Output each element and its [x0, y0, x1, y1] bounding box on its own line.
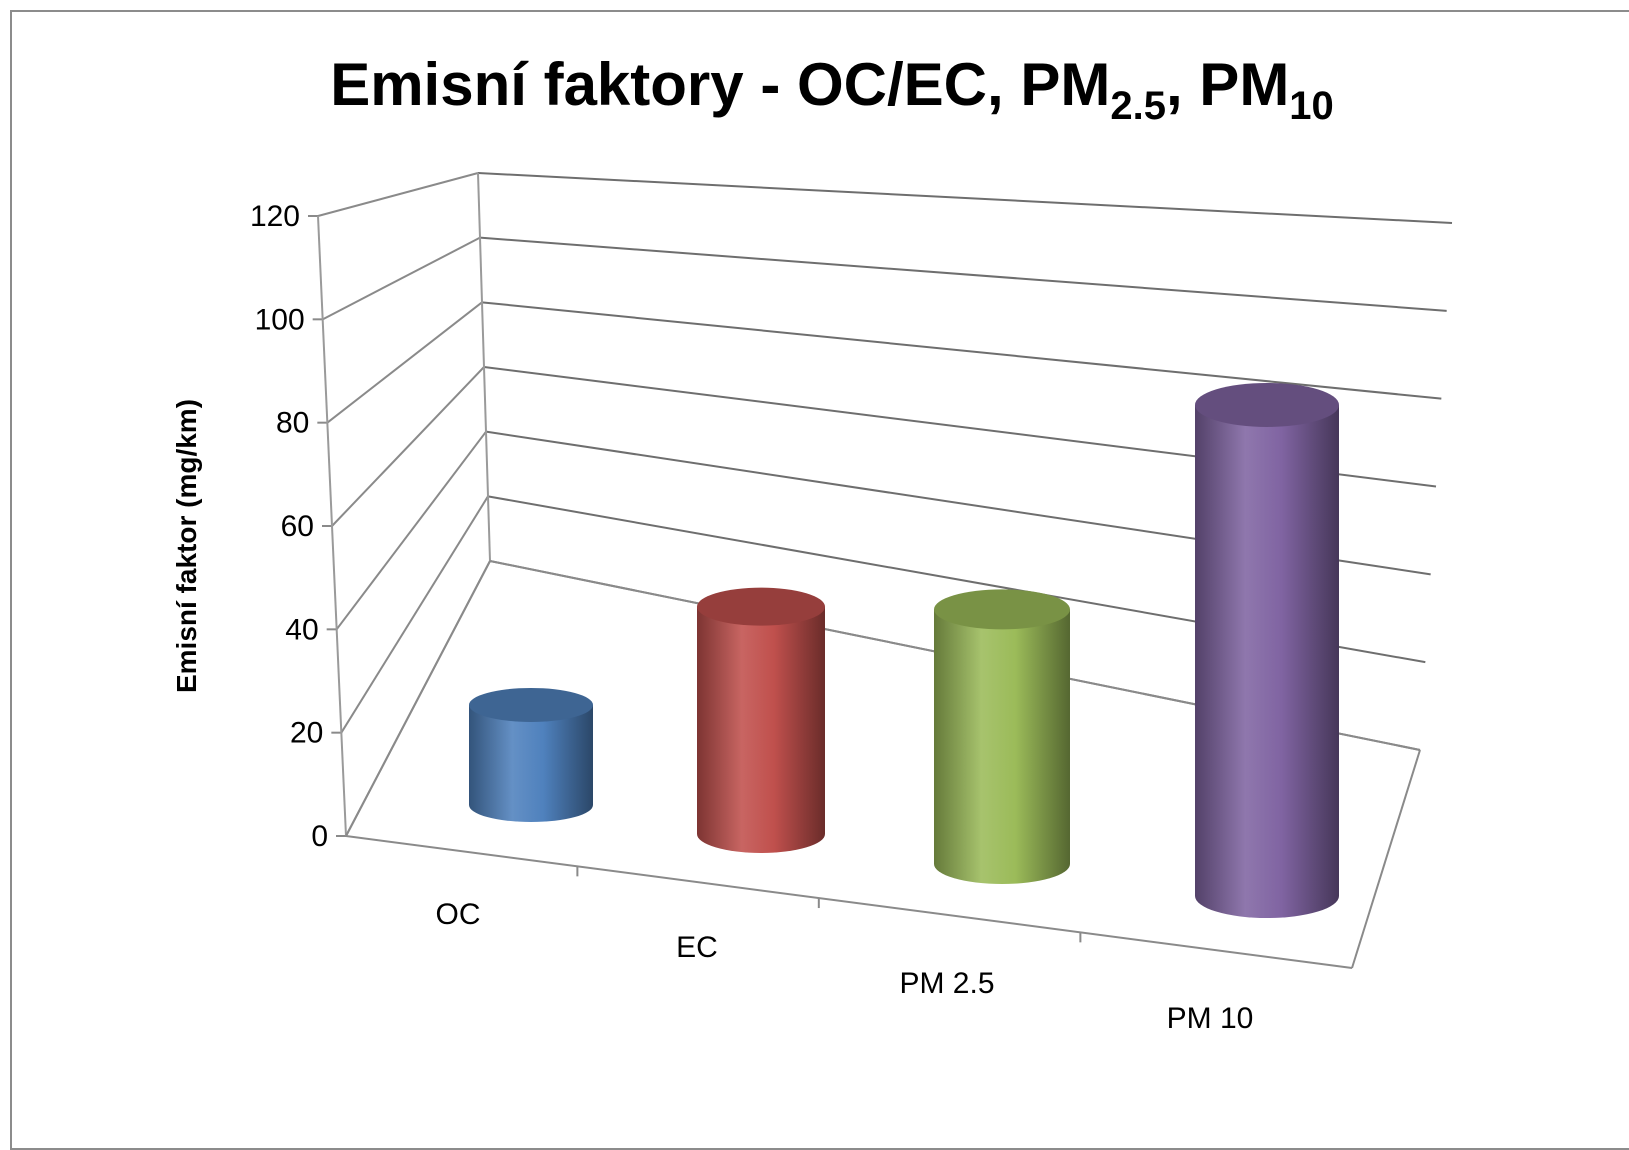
gridline-side	[340, 495, 489, 734]
gridline-back	[479, 236, 1447, 312]
chart-frame	[10, 10, 1629, 1150]
gridline-side	[326, 301, 483, 424]
y-tick-label: 100	[255, 303, 305, 336]
y-tick-label: 120	[250, 200, 300, 233]
gridline-side	[335, 431, 487, 630]
bar-body	[697, 606, 825, 853]
y-axis-ticks: 0 20 40 60 80 100 120	[250, 200, 328, 853]
chart-title-sub1: 2.5	[1110, 84, 1166, 128]
bars	[469, 382, 1339, 919]
floor-right-edge	[1351, 749, 1421, 969]
y-tick-label: 80	[276, 407, 309, 440]
chart-title-sub2: 10	[1289, 84, 1334, 128]
y-tick-label: 40	[285, 613, 318, 646]
chart-title-prefix: Emisní faktory - OC/EC, PM	[330, 51, 1110, 118]
x-tick-label: EC	[676, 931, 718, 964]
bar-top	[469, 687, 593, 722]
bar-body	[469, 704, 593, 822]
y-axis-label: Emisní faktor (mg/km)	[171, 399, 202, 693]
bar-body	[934, 609, 1070, 884]
x-tick-label: PM 2.5	[899, 967, 994, 1000]
gridline-back	[481, 301, 1442, 400]
x-axis-ticks: OC EC PM 2.5 PM 10	[436, 898, 1254, 1035]
floor-front-edge	[345, 835, 1353, 969]
front-vertical-axis	[317, 215, 347, 837]
bar-pm-10	[1195, 382, 1339, 919]
y-tick-label: 0	[311, 820, 328, 853]
gridline-side	[317, 172, 479, 217]
bar-body	[1195, 404, 1339, 919]
bar-pm-2.5	[934, 589, 1070, 884]
bar-ec	[697, 587, 825, 853]
back-left-edge	[477, 172, 491, 562]
floor-left-edge	[345, 560, 491, 837]
x-tick-label: OC	[436, 898, 481, 931]
chart-title-mid: , PM	[1166, 51, 1289, 118]
chart-title: Emisní faktory - OC/EC, PM2.5, PM10	[330, 51, 1334, 128]
gridline-back	[477, 172, 1453, 224]
gridline-side	[322, 236, 481, 321]
y-tick-label: 60	[281, 510, 314, 543]
x-tick-label: PM 10	[1167, 1002, 1254, 1035]
bar-oc	[469, 687, 593, 822]
bar-top	[1195, 382, 1339, 427]
y-tick-label: 20	[290, 717, 323, 750]
gridline-side	[331, 366, 485, 527]
bar-top	[697, 587, 825, 626]
bar-top	[934, 589, 1070, 630]
